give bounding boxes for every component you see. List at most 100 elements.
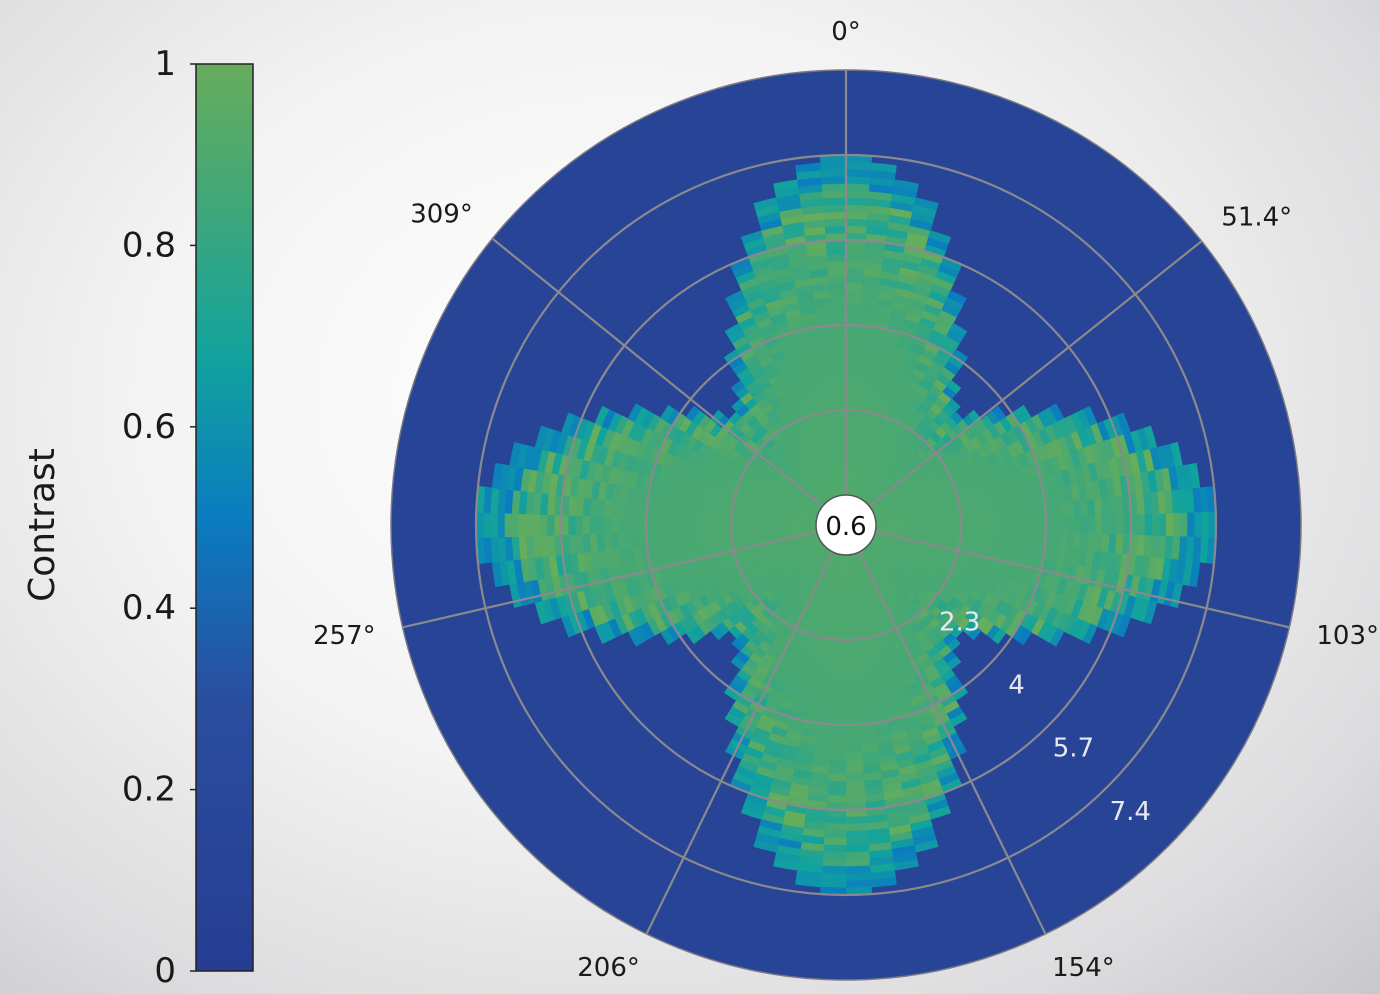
heatmap-cell — [631, 531, 641, 548]
heatmap-cell — [1058, 532, 1068, 549]
heatmap-cell — [870, 162, 897, 173]
heatmap-cell — [709, 519, 718, 531]
heatmap-cell — [823, 367, 836, 377]
heatmap-cell — [824, 816, 847, 825]
heatmap-cell — [845, 773, 865, 782]
heatmap-cell — [836, 395, 847, 404]
heatmap-cell — [845, 211, 869, 220]
heatmap-cell — [567, 514, 576, 536]
angle-label: 257° — [313, 621, 376, 651]
heatmap-cell — [845, 589, 852, 598]
colorbar-tick-label: 0.4 — [122, 588, 176, 628]
heatmap-cell — [820, 879, 847, 889]
heatmap-cell — [695, 508, 704, 521]
heatmap-cell — [1023, 505, 1033, 520]
center-hole — [815, 494, 877, 556]
heatmap-cell — [737, 528, 747, 537]
heatmap-cell — [823, 211, 847, 220]
heatmap-cell — [849, 582, 856, 591]
heatmap-cell — [730, 656, 746, 671]
heatmap-cell — [830, 303, 847, 312]
heatmap-cell — [830, 731, 847, 740]
heatmap-cell — [674, 530, 683, 544]
angular-grid-spoke — [874, 530, 1290, 629]
heatmap-cell — [944, 505, 954, 515]
polar-grid — [390, 69, 1302, 981]
heatmap-cell — [826, 253, 847, 263]
heatmap-cell — [1072, 500, 1082, 518]
heatmap-cell — [823, 673, 836, 683]
heatmap-cell — [1116, 614, 1131, 638]
heatmap-cell — [833, 438, 841, 447]
angle-label: 0° — [831, 17, 861, 47]
heatmap-cell — [1201, 512, 1210, 538]
heatmap-cell — [752, 533, 761, 542]
colorbar-tick-label: 0.8 — [122, 225, 176, 265]
heatmap-cell — [631, 517, 640, 533]
heatmap-cell — [845, 865, 871, 875]
heatmap-cell — [996, 519, 1004, 531]
heatmap-cell — [830, 624, 840, 633]
heatmap-cell — [852, 624, 862, 633]
heatmap-cell — [845, 253, 866, 263]
heatmap-cell — [652, 517, 661, 533]
heatmap-cell — [624, 532, 634, 549]
heatmap-cell — [845, 830, 869, 839]
heatmap-cell — [666, 518, 675, 532]
heatmap-cell — [845, 275, 864, 284]
heatmap-cell — [1080, 516, 1089, 534]
heatmap-cell — [596, 515, 604, 535]
heatmap-cell — [845, 780, 865, 790]
heatmap-cell — [766, 527, 775, 534]
heatmap-cell — [1102, 515, 1111, 535]
heatmap-cell — [826, 652, 838, 662]
heatmap-cell — [924, 515, 933, 523]
heatmap-cell — [827, 780, 847, 790]
heatmap-cell — [845, 653, 856, 662]
heatmap-cell — [832, 331, 847, 340]
heatmap-cell — [828, 766, 847, 775]
heatmap-cell — [830, 310, 847, 319]
heatmap-cell — [845, 190, 870, 199]
heatmap-cell — [603, 532, 613, 551]
heatmap-cell — [821, 175, 847, 185]
heatmap-cell — [745, 534, 755, 543]
heatmap-cell — [992, 628, 1007, 645]
heatmap-cell — [827, 645, 838, 655]
heatmap-cell — [624, 516, 633, 534]
heatmap-cell — [652, 504, 662, 519]
heatmap-cell — [1144, 514, 1153, 536]
heatmap-cell — [845, 282, 864, 291]
angular-grid-spoke — [645, 551, 834, 935]
heatmap-cell — [845, 695, 859, 705]
heatmap-cell — [845, 360, 858, 369]
heatmap-cell — [834, 367, 847, 376]
heatmap-cell — [667, 505, 676, 520]
heatmap-cell — [845, 710, 860, 719]
heatmap-cell — [854, 388, 866, 398]
heatmap-cell — [617, 500, 627, 518]
heatmap-cell — [1109, 515, 1118, 535]
heatmap-cell — [1072, 532, 1082, 550]
heatmap-cell — [845, 738, 862, 747]
heatmap-cell — [981, 509, 990, 521]
heatmap-cell — [981, 529, 990, 541]
heatmap-cell — [482, 512, 491, 538]
heatmap-cell — [823, 204, 847, 213]
heatmap-cell — [820, 168, 847, 178]
heatmap-cell — [854, 652, 866, 662]
colorbar-title: Contrast — [22, 448, 63, 602]
heatmap-cell — [845, 674, 858, 683]
heatmap-cell — [937, 507, 947, 516]
heatmap-cell — [724, 712, 743, 728]
heatmap-cell — [787, 522, 796, 528]
heatmap-cell — [759, 515, 768, 523]
heatmap-cell — [652, 531, 662, 546]
heatmap-cell — [845, 338, 860, 348]
heatmap-cell — [695, 519, 704, 531]
heatmap-cell — [845, 731, 862, 740]
heatmap-cell — [835, 381, 847, 390]
heatmap-cell — [995, 508, 1004, 521]
heatmap-cell — [773, 858, 799, 871]
heatmap-cell — [850, 596, 858, 605]
